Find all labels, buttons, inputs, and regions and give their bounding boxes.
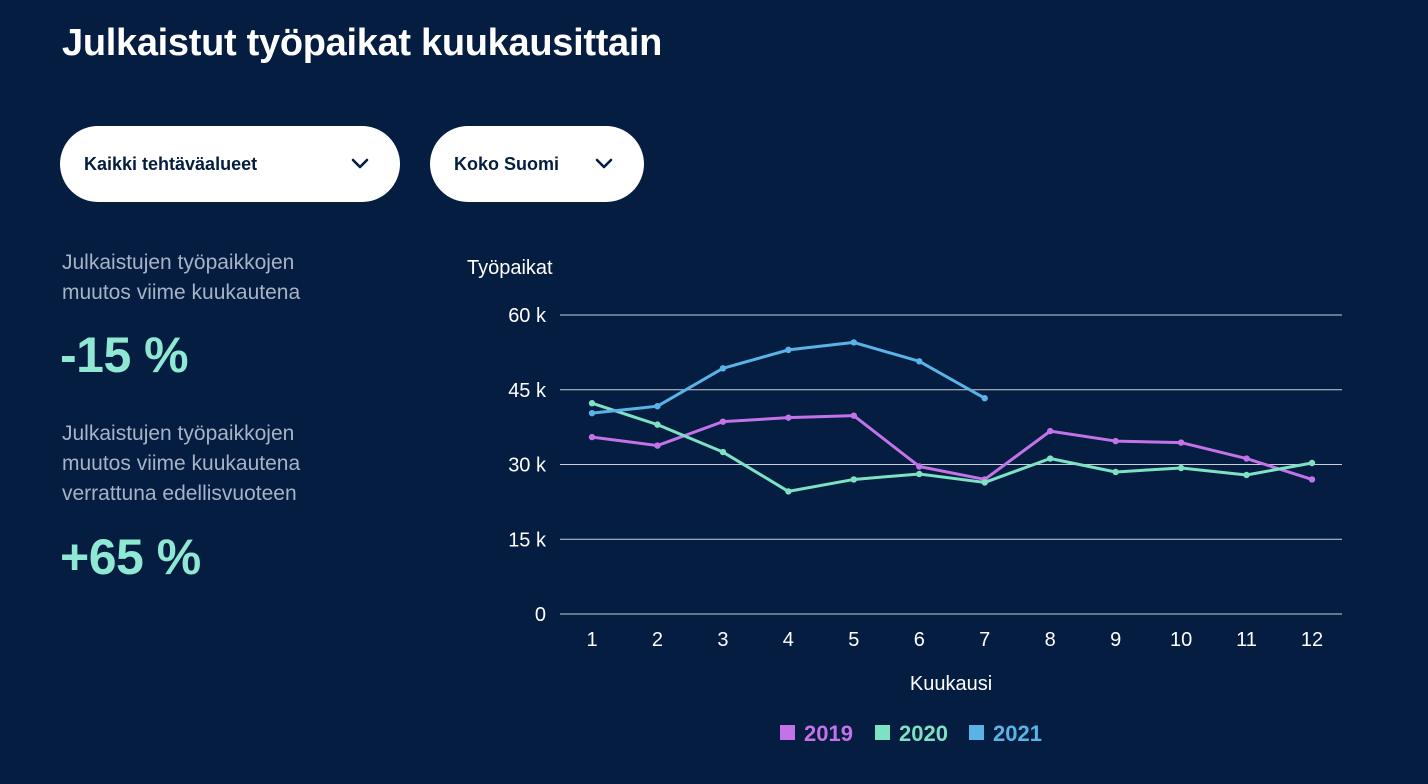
- data-point-2021: [719, 365, 727, 372]
- chevron-down-icon: [595, 158, 613, 169]
- data-point-2019: [719, 418, 727, 425]
- x-tick-label: 3: [717, 629, 728, 651]
- data-point-2019: [850, 412, 858, 419]
- x-tick-label: 11: [1236, 629, 1257, 651]
- series-line-2020: [590, 401, 1314, 493]
- series-line-2019: [590, 414, 1314, 481]
- x-tick-label: 2: [652, 629, 663, 651]
- data-point-2020: [1046, 455, 1054, 462]
- data-point-2020: [588, 400, 596, 407]
- data-point-2019: [654, 442, 661, 449]
- y-tick-label: 45 k: [508, 380, 547, 402]
- monthly-change-value: -15 %: [60, 327, 189, 383]
- data-point-2021: [981, 395, 988, 402]
- data-point-2019: [916, 463, 923, 470]
- data-point-2019: [785, 414, 792, 421]
- x-tick-label: 12: [1301, 629, 1323, 651]
- y-axis-label: Työpaikat: [467, 257, 553, 279]
- legend-label-2019: 2019: [804, 721, 853, 746]
- data-point-2020: [1177, 464, 1185, 472]
- data-point-2020: [1308, 459, 1316, 467]
- legend-swatch-2021: [969, 725, 984, 740]
- page-title: Julkaistut työpaikat kuukausittain: [62, 22, 663, 64]
- region-dropdown[interactable]: Koko Suomi: [430, 126, 644, 202]
- yearly-change-value: +65 %: [60, 529, 201, 585]
- x-tick-label: 9: [1110, 629, 1121, 651]
- x-tick-label: 4: [783, 629, 794, 651]
- x-tick-label: 5: [848, 629, 859, 651]
- data-point-2020: [719, 448, 727, 456]
- data-point-2021: [850, 339, 858, 346]
- y-tick-label: 30 k: [508, 455, 547, 477]
- data-point-2019: [1243, 455, 1250, 462]
- data-point-2020: [1112, 468, 1119, 476]
- yearly-change-caption: Julkaistujen työpaikkojen muutos viime k…: [62, 422, 301, 505]
- data-point-2020: [981, 479, 988, 486]
- data-point-2020: [654, 421, 661, 428]
- task-area-dropdown-label: Kaikki tehtäväalueet: [84, 153, 258, 174]
- data-point-2021: [654, 402, 661, 410]
- x-tick-label: 8: [1045, 629, 1056, 651]
- data-point-2020: [916, 470, 923, 478]
- task-area-dropdown[interactable]: Kaikki tehtäväalueet: [60, 126, 400, 202]
- data-point-2020: [785, 488, 792, 495]
- y-tick-label: 15 k: [508, 529, 547, 551]
- x-tick-label: 1: [586, 629, 597, 651]
- data-point-2019: [1177, 439, 1185, 446]
- region-dropdown-label: Koko Suomi: [454, 153, 560, 174]
- y-tick-label: 0: [535, 604, 546, 626]
- data-point-2021: [588, 409, 596, 417]
- data-point-2019: [1112, 437, 1119, 445]
- x-axis-label: Kuukausi: [910, 673, 992, 695]
- data-point-2019: [588, 433, 596, 441]
- legend-swatch-2020: [875, 725, 890, 740]
- legend-label-2020: 2020: [899, 721, 948, 746]
- data-point-2021: [785, 346, 792, 354]
- data-point-2020: [850, 476, 858, 483]
- legend-label-2021: 2021: [993, 721, 1042, 746]
- y-tick-label: 60 k: [508, 305, 547, 327]
- x-tick-label: 6: [914, 629, 925, 651]
- data-point-2020: [1243, 471, 1250, 479]
- data-point-2021: [916, 358, 923, 365]
- x-tick-label: 10: [1170, 629, 1192, 651]
- data-point-2019: [1308, 476, 1316, 483]
- chevron-down-icon: [351, 158, 369, 169]
- data-point-2019: [1046, 427, 1054, 435]
- monthly-change-caption: Julkaistujen työpaikkojen muutos viime k…: [62, 251, 301, 304]
- legend-swatch-2019: [780, 725, 795, 740]
- x-tick-label: 7: [979, 629, 990, 651]
